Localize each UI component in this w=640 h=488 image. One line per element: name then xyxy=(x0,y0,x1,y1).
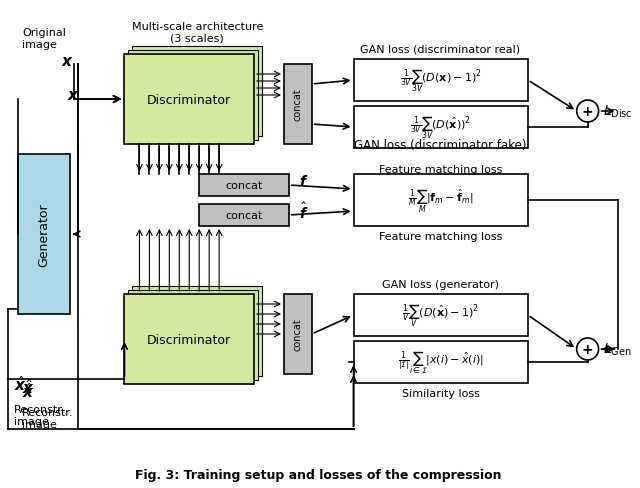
Text: +: + xyxy=(582,105,593,119)
Text: $\frac{1}{3V}\sum_{3V}(D(\mathbf{x})-1)^2$: $\frac{1}{3V}\sum_{3V}(D(\mathbf{x})-1)^… xyxy=(400,67,481,94)
Text: $\frac{1}{V}\sum_{V}(D(\hat{\mathbf{x}})-1)^2$: $\frac{1}{V}\sum_{V}(D(\hat{\mathbf{x}})… xyxy=(403,302,479,329)
Text: concat: concat xyxy=(293,318,303,351)
Circle shape xyxy=(577,338,598,360)
Text: Multi-scale architecture
(3 scales): Multi-scale architecture (3 scales) xyxy=(132,22,263,43)
Text: concat: concat xyxy=(225,181,262,191)
FancyBboxPatch shape xyxy=(199,204,289,226)
Text: $\hat{\boldsymbol{x}}$: $\hat{\boldsymbol{x}}$ xyxy=(22,378,35,397)
Text: Discriminator: Discriminator xyxy=(147,333,231,346)
Text: Reconstr.
image: Reconstr. image xyxy=(14,404,65,426)
Text: +: + xyxy=(582,342,593,356)
FancyBboxPatch shape xyxy=(353,294,528,336)
FancyBboxPatch shape xyxy=(353,341,528,383)
Text: $\boldsymbol{x}$: $\boldsymbol{x}$ xyxy=(67,87,80,102)
Text: Similarity loss: Similarity loss xyxy=(402,388,479,398)
Text: Feature matching loss: Feature matching loss xyxy=(378,164,502,175)
FancyBboxPatch shape xyxy=(353,175,528,226)
FancyBboxPatch shape xyxy=(18,155,70,314)
Text: $L_{\mathrm{Disc}}$: $L_{\mathrm{Disc}}$ xyxy=(603,103,632,120)
Text: $L_{\mathrm{Gen}}$: $L_{\mathrm{Gen}}$ xyxy=(603,341,631,358)
FancyBboxPatch shape xyxy=(353,107,528,149)
FancyBboxPatch shape xyxy=(199,175,289,197)
Text: $\frac{1}{|\mathcal{I}|}\sum_{i \in \mathcal{I}}|x(i)-\hat{x}(i)|$: $\frac{1}{|\mathcal{I}|}\sum_{i \in \mat… xyxy=(397,349,484,376)
Circle shape xyxy=(577,101,598,123)
Text: GAN loss (discriminator fake): GAN loss (discriminator fake) xyxy=(354,139,527,152)
Text: $\hat{\boldsymbol{f}}$: $\hat{\boldsymbol{f}}$ xyxy=(299,202,308,222)
FancyBboxPatch shape xyxy=(129,290,258,380)
Text: Reconstr.
image: Reconstr. image xyxy=(22,407,74,429)
FancyBboxPatch shape xyxy=(284,294,312,374)
FancyBboxPatch shape xyxy=(132,286,262,376)
FancyBboxPatch shape xyxy=(125,55,254,145)
FancyBboxPatch shape xyxy=(353,60,528,102)
Text: $\hat{\boldsymbol{x}}$: $\hat{\boldsymbol{x}}$ xyxy=(22,382,35,401)
Text: Feature matching loss: Feature matching loss xyxy=(379,231,502,242)
Text: $\hat{\boldsymbol{x}}$: $\hat{\boldsymbol{x}}$ xyxy=(14,375,27,394)
Text: concat: concat xyxy=(293,88,303,121)
Text: Fig. 3: Training setup and losses of the compression: Fig. 3: Training setup and losses of the… xyxy=(136,468,502,481)
Text: Discriminator: Discriminator xyxy=(147,93,231,106)
FancyBboxPatch shape xyxy=(129,51,258,141)
Text: GAN loss (generator): GAN loss (generator) xyxy=(382,280,499,289)
Text: $\frac{1}{3V}\sum_{3V}(D(\hat{\mathbf{x}}))^2$: $\frac{1}{3V}\sum_{3V}(D(\hat{\mathbf{x}… xyxy=(410,114,471,141)
Text: Original
image: Original image xyxy=(22,28,66,49)
FancyBboxPatch shape xyxy=(284,65,312,145)
Text: $\frac{1}{M}\sum_{M}|\mathbf{f}_m - \hat{\mathbf{f}}_m|$: $\frac{1}{M}\sum_{M}|\mathbf{f}_m - \hat… xyxy=(408,187,474,214)
Text: Generator: Generator xyxy=(37,203,51,266)
Text: GAN loss (discriminator real): GAN loss (discriminator real) xyxy=(360,44,520,54)
Text: $\boldsymbol{f}$: $\boldsymbol{f}$ xyxy=(299,174,308,189)
Text: concat: concat xyxy=(225,210,262,221)
Text: $\boldsymbol{x}$: $\boldsymbol{x}$ xyxy=(61,54,74,69)
FancyBboxPatch shape xyxy=(132,47,262,137)
FancyBboxPatch shape xyxy=(125,294,254,384)
